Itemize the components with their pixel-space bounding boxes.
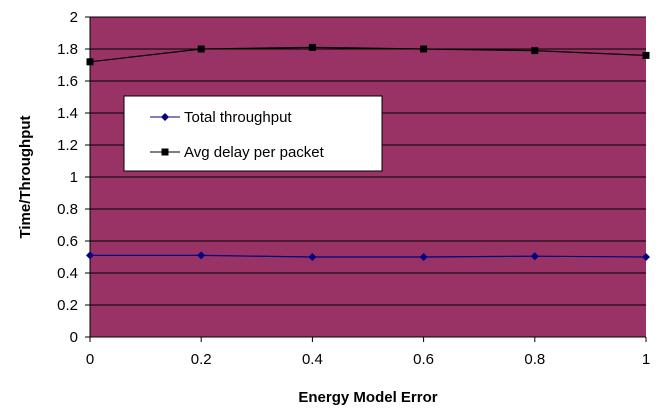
y-tick-label: 1.4 bbox=[57, 105, 78, 122]
data-point-avg-delay-per-packet bbox=[420, 45, 428, 53]
data-point-total-throughput bbox=[86, 251, 94, 260]
y-tick-label: 0.2 bbox=[57, 297, 78, 314]
y-axis-title: Time/Throughput bbox=[17, 115, 34, 238]
data-point-avg-delay-per-packet bbox=[86, 58, 94, 66]
y-tick-label: 1 bbox=[70, 169, 78, 186]
x-tick-label: 1 bbox=[642, 351, 650, 368]
data-point-total-throughput bbox=[197, 251, 206, 260]
data-point-avg-delay-per-packet bbox=[531, 47, 539, 55]
legend-label-avg-delay: Avg delay per packet bbox=[184, 144, 325, 161]
legend: Total throughput Avg delay per packet bbox=[123, 95, 383, 172]
y-tick-label: 0 bbox=[70, 329, 78, 346]
x-axis-title: Energy Model Error bbox=[298, 389, 437, 406]
data-point-total-throughput bbox=[530, 252, 539, 261]
series-line-avg-delay-per-packet bbox=[89, 46, 647, 63]
axes bbox=[85, 16, 647, 342]
y-tick-label: 1.6 bbox=[57, 73, 78, 90]
series-layer bbox=[86, 43, 650, 261]
y-tick-label: 0.4 bbox=[57, 265, 78, 282]
y-tick-label: 1.2 bbox=[57, 137, 78, 154]
y-tick-label: 0.8 bbox=[57, 201, 78, 218]
y-tick-labels: 0 0.2 0.4 0.6 0.8 1 1.2 1.4 1.6 1.8 2 bbox=[57, 9, 78, 346]
y-tick-label: 2 bbox=[70, 9, 78, 26]
x-tick-label: 0.4 bbox=[302, 351, 323, 368]
legend-marker-total-throughput bbox=[161, 113, 169, 121]
y-tick-label: 0.6 bbox=[57, 233, 78, 250]
x-tick-label: 0 bbox=[86, 351, 94, 368]
x-tick-labels: 0 0.2 0.4 0.6 0.8 1 bbox=[86, 351, 650, 368]
data-point-avg-delay-per-packet bbox=[197, 45, 205, 53]
legend-box bbox=[123, 95, 383, 172]
y-tick-label: 1.8 bbox=[57, 41, 78, 58]
data-point-total-throughput bbox=[419, 253, 428, 261]
series-line-total-throughput bbox=[90, 254, 647, 258]
data-point-total-throughput bbox=[642, 253, 650, 261]
data-point-avg-delay-per-packet bbox=[642, 51, 650, 59]
data-point-avg-delay-per-packet bbox=[308, 43, 316, 51]
x-tick-label: 0.8 bbox=[524, 351, 545, 368]
legend-label-total-throughput: Total throughput bbox=[184, 109, 292, 126]
x-tick-label: 0.6 bbox=[413, 351, 434, 368]
x-tick-label: 0.2 bbox=[191, 351, 212, 368]
legend-marker-avg-delay bbox=[161, 148, 169, 156]
data-point-total-throughput bbox=[308, 253, 317, 261]
